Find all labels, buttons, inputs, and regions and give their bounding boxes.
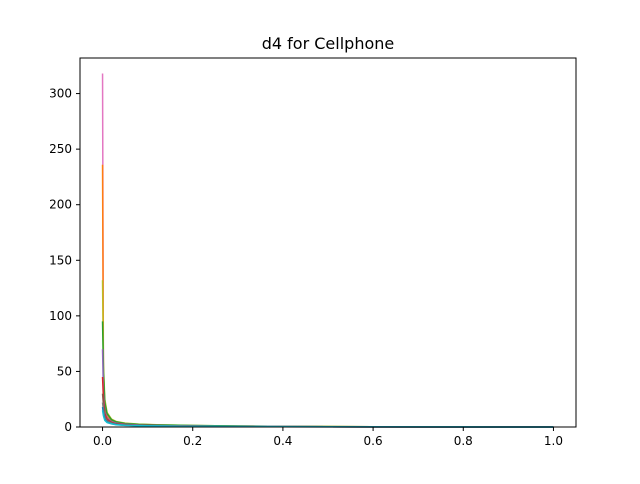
y-tick-label: 150 — [49, 253, 72, 267]
y-tick-label: 100 — [49, 309, 72, 323]
y-axis: 0 50 100 150 200 250 300 — [49, 87, 80, 434]
y-tick-label: 50 — [57, 364, 72, 378]
y-tick-label: 250 — [49, 142, 72, 156]
x-tick-label: 0.8 — [454, 434, 473, 448]
y-tick-label: 0 — [64, 420, 72, 434]
x-tick-label: 0.6 — [364, 434, 383, 448]
x-axis: 0.0 0.2 0.4 0.6 0.8 1.0 — [93, 427, 563, 448]
chart-title: d4 for Cellphone — [262, 34, 394, 53]
x-tick-label: 0.2 — [183, 434, 202, 448]
y-tick-label: 300 — [49, 87, 72, 101]
axes-frame — [79, 57, 577, 428]
x-tick-label: 0.4 — [273, 434, 292, 448]
x-tick-label: 1.0 — [544, 434, 563, 448]
x-tick-label: 0.0 — [93, 434, 112, 448]
y-tick-label: 200 — [49, 198, 72, 212]
